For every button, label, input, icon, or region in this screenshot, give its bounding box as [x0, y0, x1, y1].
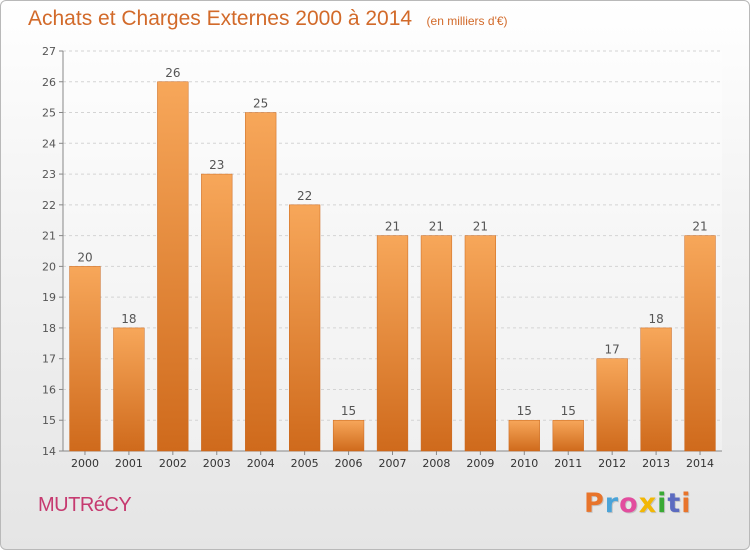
bar-2009	[464, 235, 496, 452]
x-tick-label: 2007	[379, 457, 407, 470]
y-tick-label: 22	[42, 199, 56, 212]
x-tick-label: 2012	[598, 457, 626, 470]
logo-letter: P	[584, 488, 605, 519]
logo-letter: x	[638, 488, 658, 519]
y-tick-label: 20	[42, 260, 56, 273]
x-tick-label: 2001	[115, 457, 143, 470]
x-tick-label: 2005	[291, 457, 319, 470]
logo-letter: o	[619, 488, 639, 519]
logo-letter: t	[667, 488, 682, 519]
data-label: 18	[648, 312, 663, 326]
x-tick-label: 2014	[686, 457, 714, 470]
y-tick-label: 24	[42, 137, 56, 150]
y-tick-label: 21	[42, 230, 56, 243]
x-tick-label: 2010	[510, 457, 538, 470]
y-tick-label: 14	[42, 445, 56, 458]
data-label: 26	[165, 66, 180, 80]
data-label: 25	[253, 97, 268, 111]
y-tick-label: 25	[42, 107, 56, 120]
data-label: 15	[517, 404, 532, 418]
x-tick-label: 2002	[159, 457, 187, 470]
data-label: 15	[341, 404, 356, 418]
y-tick-label: 17	[42, 353, 56, 366]
bar-2006	[332, 419, 365, 452]
data-label: 21	[473, 220, 488, 234]
y-tick-label: 27	[42, 45, 56, 58]
y-tick-label: 16	[42, 383, 56, 396]
title-row: Achats et Charges Externes 2000 à 2014 (…	[28, 7, 508, 31]
x-tick-label: 2003	[203, 457, 231, 470]
x-tick-label: 2000	[71, 457, 99, 470]
bar-layer	[69, 81, 716, 452]
data-label: 22	[297, 189, 312, 203]
x-tick-label: 2009	[466, 457, 494, 470]
data-label: 17	[605, 343, 620, 357]
bar-2004	[245, 112, 277, 452]
data-label: 18	[121, 312, 136, 326]
chart-title: Achats et Charges Externes 2000 à 2014	[28, 7, 413, 30]
bar-2013	[640, 327, 672, 452]
bar-2012	[596, 358, 628, 452]
label-layer: 20 2000 18 2001 26 2002 23 2003 25 2004 22 2005 15 20…	[71, 66, 714, 470]
x-tick-label: 2011	[554, 457, 582, 470]
data-label: 21	[385, 220, 400, 234]
x-tick-label: 2004	[247, 457, 275, 470]
y-tick-label: 23	[42, 168, 56, 181]
chart-subtitle: (en milliers d'€)	[426, 14, 508, 28]
logo-letter: r	[604, 488, 620, 519]
x-tick-label: 2013	[642, 457, 670, 470]
y-tick-label: 26	[42, 76, 56, 89]
bar-2001	[113, 327, 145, 452]
logo-letter: i	[681, 488, 692, 519]
data-label: 20	[77, 250, 92, 264]
bar-2008	[420, 235, 453, 452]
proxiti-logo: Proxiti	[584, 488, 692, 519]
bar-2011	[552, 419, 584, 452]
bar-2010	[508, 419, 540, 452]
x-tick-label: 2006	[335, 457, 363, 470]
x-tick-label: 2008	[422, 457, 450, 470]
y-tick-label: 15	[42, 414, 56, 427]
data-label: 15	[561, 404, 576, 418]
bar-2003	[201, 173, 233, 452]
bar-2014	[684, 235, 716, 452]
data-label: 21	[692, 220, 707, 234]
bar-2005	[289, 204, 321, 452]
y-tick-label: 19	[42, 291, 56, 304]
data-label: 23	[209, 158, 224, 172]
bar-2002	[157, 81, 189, 452]
logo-letter: i	[657, 488, 668, 519]
commune-name: MUTRéCY	[38, 494, 132, 516]
bar-2000	[69, 266, 101, 452]
data-label: 21	[429, 220, 444, 234]
y-tick-label: 18	[42, 322, 56, 335]
bar-2007	[376, 235, 409, 452]
